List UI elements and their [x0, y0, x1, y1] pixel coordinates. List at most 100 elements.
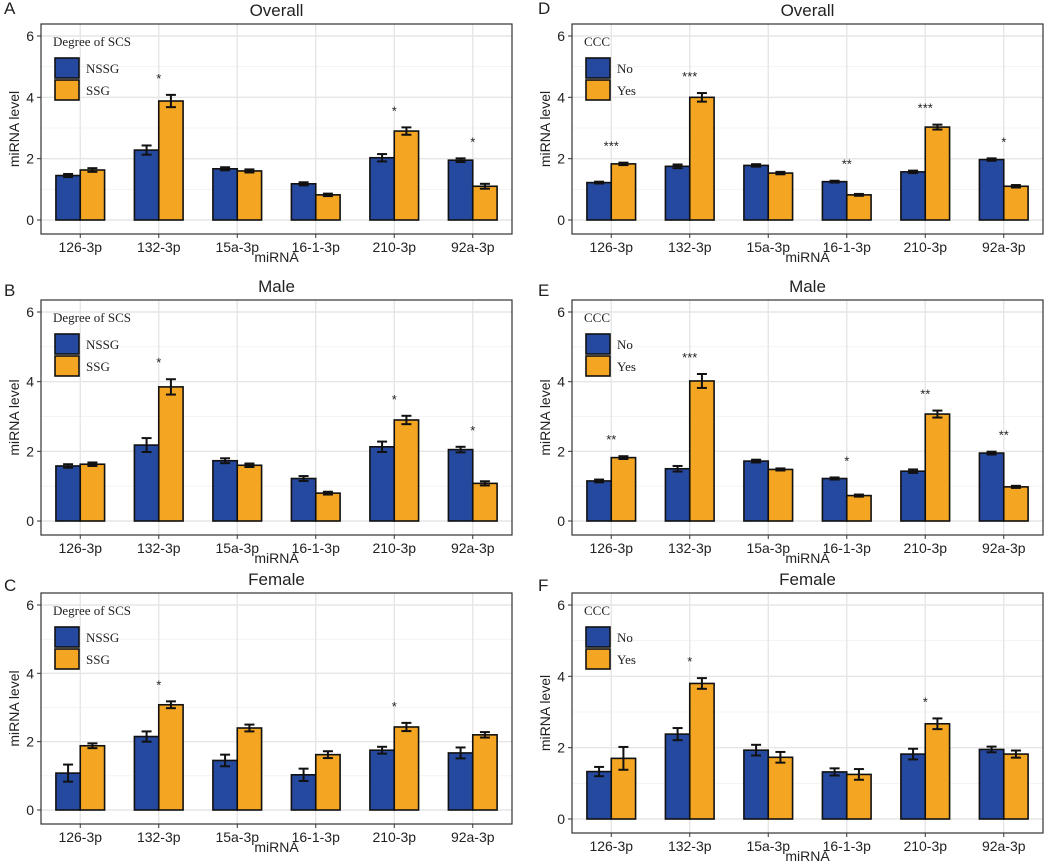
x-tick-label: 126-3p	[58, 829, 102, 845]
bar	[447, 448, 474, 522]
legend-label: No	[617, 630, 633, 645]
legend-label: Yes	[617, 83, 636, 98]
bar	[212, 167, 239, 221]
legend-swatch	[54, 626, 80, 648]
y-tick-label: 6	[557, 597, 565, 613]
gridlines	[572, 593, 1043, 833]
error-bar	[322, 490, 333, 496]
bar	[212, 459, 239, 522]
x-axis-label: miRNA	[254, 249, 299, 265]
error-bar	[455, 157, 466, 164]
legend-title: CCC	[584, 310, 610, 325]
x-tick-label: 15a-3p	[746, 540, 790, 556]
x-axis-label: miRNA	[254, 839, 299, 855]
bar	[900, 753, 927, 820]
legend-label: Yes	[617, 359, 636, 374]
significance-label: **	[999, 428, 1009, 443]
y-tick-label: 4	[557, 89, 565, 105]
error-bar	[141, 437, 152, 454]
error-bar	[220, 457, 231, 465]
bar	[369, 156, 396, 221]
x-axis-label: miRNA	[785, 848, 830, 861]
legend-title: Degree of SCS	[53, 603, 131, 618]
y-tick-label: 4	[26, 374, 34, 390]
error-bar	[829, 476, 840, 481]
error-bar	[141, 730, 152, 743]
x-tick-label: 210-3p	[372, 239, 416, 255]
bar	[55, 174, 82, 221]
chart-panel-a: A Overall 0 2 4 6 miRNA level * * * 126-3p 132-3p 15…	[4, 0, 513, 265]
bar	[767, 172, 794, 221]
y-tick-label: 6	[26, 304, 34, 320]
plot-border	[571, 23, 1044, 235]
y-axis-label: miRNA level	[537, 675, 553, 751]
x-tick-label: 92a-3p	[451, 829, 495, 845]
error-bar	[322, 192, 333, 198]
y-tick-label: 6	[557, 28, 565, 44]
bar	[314, 492, 341, 522]
error-bar	[87, 742, 98, 750]
error-bar	[141, 144, 152, 156]
error-bar	[618, 161, 629, 167]
error-bar	[751, 743, 762, 757]
bar	[1002, 486, 1029, 522]
bar	[586, 770, 613, 820]
error-bar	[87, 461, 98, 467]
bar	[314, 194, 341, 221]
legend-label: SSG	[86, 83, 110, 98]
error-bar	[165, 378, 176, 396]
error-bar	[908, 747, 919, 761]
x-axis-label: miRNA	[254, 550, 299, 566]
chart-panel-b: B Male 0 2 4 6 miRNA level * * * 126-3p 132-3p 15a-3…	[4, 277, 513, 566]
plot-border	[40, 299, 513, 536]
error-bar	[298, 475, 309, 482]
x-tick-label: 15a-3p	[746, 838, 790, 854]
bar	[610, 163, 637, 221]
panel-letter: D	[538, 0, 550, 18]
error-bar	[1010, 484, 1021, 489]
plot-border	[40, 23, 513, 235]
x-tick-label: 92a-3p	[982, 239, 1026, 255]
chart-panel-c: C Female 0 2 4 6 miRNA level * * 126-3p 132-3p 15a-…	[4, 570, 513, 855]
x-tick-label: 92a-3p	[982, 838, 1026, 854]
x-tick-label: 16-1-3p	[823, 239, 871, 255]
chart-title: Overall	[781, 1, 835, 20]
y-tick-label: 6	[26, 597, 34, 613]
y-tick-label: 4	[557, 374, 565, 390]
legend-swatch	[54, 648, 80, 670]
legend-title: CCC	[584, 603, 610, 618]
y-axis-label: miRNA level	[537, 379, 553, 455]
significance-label: *	[687, 654, 692, 669]
x-tick-label: 15a-3p	[215, 540, 259, 556]
error-bar	[479, 731, 490, 739]
error-bar	[986, 450, 997, 456]
error-bar	[672, 464, 683, 473]
x-tick-label: 92a-3p	[451, 540, 495, 556]
bar	[924, 126, 951, 221]
y-tick-label: 2	[26, 734, 34, 750]
bar	[79, 463, 106, 522]
x-tick-label: 16-1-3p	[292, 540, 340, 556]
error-bar	[594, 765, 605, 778]
error-bar	[853, 493, 864, 498]
x-tick-label: 126-3p	[589, 239, 633, 255]
legend: CCC No Yes	[584, 34, 636, 101]
x-tick-label: 16-1-3p	[292, 829, 340, 845]
bar	[610, 456, 637, 522]
significance-label: *	[156, 71, 161, 86]
bar	[767, 756, 794, 820]
panel-letter: E	[538, 281, 549, 300]
y-tick-label: 0	[557, 513, 565, 529]
error-bar	[322, 750, 333, 760]
bar	[845, 494, 872, 522]
error-bar	[244, 723, 255, 733]
error-bar	[672, 727, 683, 742]
y-tick-label: 6	[557, 304, 565, 320]
bar	[236, 170, 263, 221]
x-tick-label: 16-1-3p	[823, 838, 871, 854]
bar	[900, 470, 927, 522]
y-axis-label: miRNA level	[6, 670, 22, 746]
bar	[1002, 185, 1029, 221]
legend-title: Degree of SCS	[53, 310, 131, 325]
legend-label: No	[617, 61, 633, 76]
